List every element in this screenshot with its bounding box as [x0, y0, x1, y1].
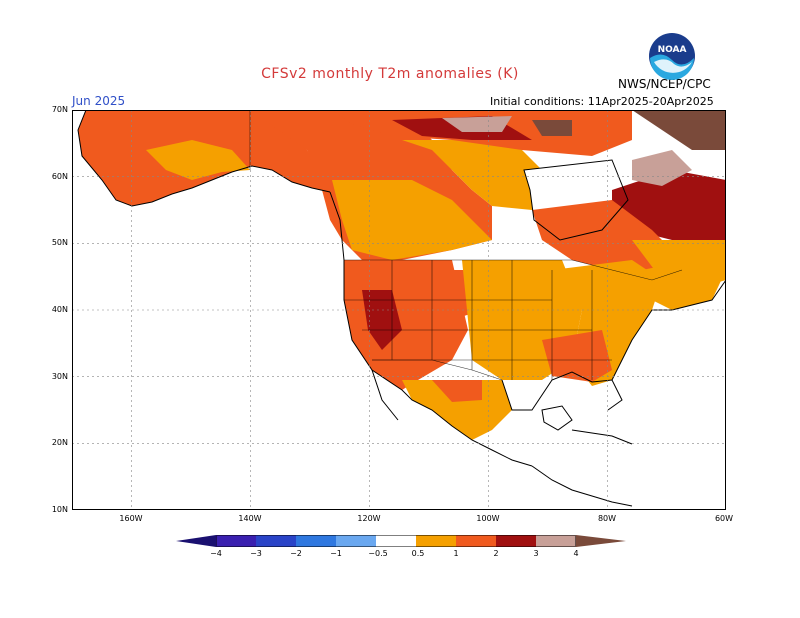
coastline-pacific	[329, 191, 533, 467]
lat-label: 20N	[51, 438, 68, 447]
lon-label: 80W	[597, 514, 617, 523]
anomaly-region-ne-corner	[632, 110, 726, 150]
border-us-canada	[344, 259, 683, 281]
colorbar-label: 3	[533, 549, 539, 558]
map-title: CFSv2 monthly T2m anomalies (K)	[261, 66, 519, 82]
agency-label: NWS/NCEP/CPC	[618, 77, 711, 91]
anomaly-region-canada-central	[402, 140, 552, 210]
anomaly-map	[72, 110, 726, 510]
coastline-cuba	[571, 429, 633, 445]
coastline-yucatan	[541, 405, 573, 431]
lat-label: 10N	[51, 505, 68, 514]
colorbar-label: −3	[250, 549, 262, 558]
coastline-baja	[371, 369, 399, 421]
anomaly-region-arctic-hotter	[442, 116, 512, 132]
colorbar-label: 4	[573, 549, 579, 558]
colorbar	[176, 535, 626, 547]
anomaly-region-arctic-hottest	[532, 120, 572, 136]
coastline-central-america	[531, 465, 633, 507]
colorbar-label: −4	[210, 549, 222, 558]
colorbar-label: 0.5	[411, 549, 425, 558]
noaa-logo: NOAA	[648, 32, 696, 80]
anomaly-region-prairies	[332, 180, 492, 260]
lat-label: 60N	[51, 172, 68, 181]
colorbar-label: 1	[453, 549, 459, 558]
colorbar-arrow-warm	[576, 535, 626, 547]
forecast-month: Jun 2025	[72, 94, 126, 108]
lon-label: 160W	[119, 514, 143, 523]
svg-text:NOAA: NOAA	[658, 45, 687, 55]
colorbar-label: −2	[290, 549, 302, 558]
colorbar-label: −0.5	[368, 549, 388, 558]
anomaly-region-quebec	[532, 200, 672, 270]
anomaly-region-mexico	[402, 380, 512, 440]
colorbar-label: −1	[330, 549, 342, 558]
anomaly-region-us-northeast	[642, 260, 726, 310]
coastline-gulf	[501, 371, 623, 411]
anomaly-region-alaska-warm	[146, 140, 250, 180]
coastline-hudson	[523, 159, 629, 241]
coastline-alaska	[77, 110, 331, 207]
lon-label: 60W	[714, 514, 734, 523]
colorbar-arrow-cold	[176, 535, 216, 547]
lat-label: 40N	[51, 305, 68, 314]
lat-label: 70N	[51, 105, 68, 114]
colorbar-label: 2	[493, 549, 499, 558]
lat-label: 50N	[51, 238, 68, 247]
initial-conditions: Initial conditions: 11Apr2025-20Apr2025	[490, 95, 714, 108]
anomaly-region-us-southeast	[542, 330, 612, 382]
lon-label: 140W	[238, 514, 262, 523]
lon-label: 100W	[476, 514, 500, 523]
lat-label: 30N	[51, 372, 68, 381]
lon-label: 120W	[357, 514, 381, 523]
anomaly-region-mexico-warm	[432, 380, 482, 402]
anomaly-region-labrador-hot	[632, 150, 692, 186]
